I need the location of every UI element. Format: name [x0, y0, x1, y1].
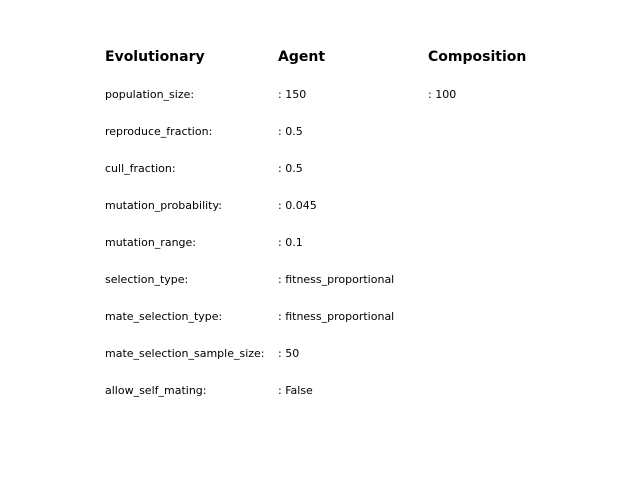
selection-type-agent-value: : fitness_proportional [278, 273, 395, 286]
mutation-range-label: mutation_range: [105, 236, 197, 249]
mate-selection-type-agent-value: : fitness_proportional [278, 310, 395, 323]
allow-self-mating-label: allow_self_mating: [105, 384, 207, 397]
mutation-probability-agent-value: : 0.045 [278, 199, 317, 212]
evolutionary-header: Evolutionary [105, 49, 205, 65]
reproduce-fraction-label: reproduce_fraction: [105, 125, 213, 138]
population-size-label: population_size: [105, 88, 195, 101]
agent-header: Agent [278, 49, 326, 65]
allow-self-mating-agent-value: : False [278, 384, 313, 397]
population-size-agent-value: : 150 [278, 88, 307, 101]
mutation-probability-label: mutation_probability: [105, 199, 222, 212]
mate-selection-sample-size-label: mate_selection_sample_size: [105, 347, 265, 360]
mate-selection-type-label: mate_selection_type: [105, 310, 223, 323]
mate-selection-sample-size-agent-value: : 50 [278, 347, 300, 360]
cull-fraction-agent-value: : 0.5 [278, 162, 303, 175]
reproduce-fraction-agent-value: : 0.5 [278, 125, 303, 138]
mutation-range-agent-value: : 0.1 [278, 236, 303, 249]
selection-type-label: selection_type: [105, 273, 189, 286]
population-size-composition-value: : 100 [428, 88, 457, 101]
cull-fraction-label: cull_fraction: [105, 162, 176, 175]
composition-header: Composition [428, 49, 527, 65]
